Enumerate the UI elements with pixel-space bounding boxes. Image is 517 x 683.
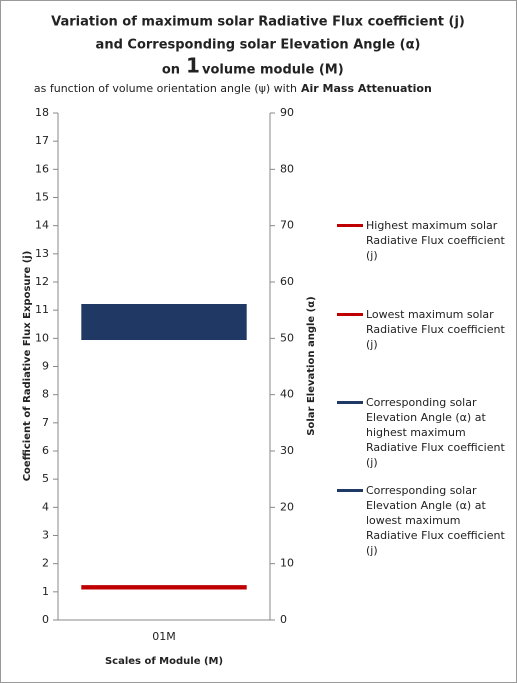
range-bar [81, 304, 247, 340]
chart-title: and Corresponding solar Elevation Angle … [96, 38, 421, 53]
chart-title: on [162, 63, 180, 78]
legend-label: Corresponding solar Elevation Angle (α) … [366, 484, 505, 557]
chart-subtitle: as function of volume orientation angle … [34, 82, 297, 95]
legend-swatch [337, 224, 363, 227]
y-tick-label: 5 [42, 472, 49, 485]
x-axis-label: Scales of Module (M) [105, 656, 223, 667]
y-tick-label: 3 [42, 529, 49, 542]
y2-tick-label: 50 [280, 331, 294, 344]
y-tick-label: 9 [42, 360, 49, 373]
y-tick-label: 10 [35, 331, 49, 344]
y-tick-label: 4 [42, 500, 49, 513]
y-tick-label: 11 [35, 303, 49, 316]
y-tick-label: 0 [42, 613, 49, 626]
legend-item: Highest maximum solar Radiative Flux coe… [337, 218, 507, 263]
chart-title: 1 [186, 54, 200, 78]
y-tick-label: 14 [35, 219, 49, 232]
y-tick-label: 18 [35, 106, 49, 119]
y-axis-label: Coefficient of Radiative Flux Exposure (… [22, 251, 33, 482]
legend-item: Corresponding solar Elevation Angle (α) … [337, 395, 507, 470]
chart-title: volume module (M) [202, 63, 344, 78]
y2-tick-label: 60 [280, 275, 294, 288]
y2-tick-label: 70 [280, 219, 294, 232]
legend-label: Corresponding solar Elevation Angle (α) … [366, 396, 505, 469]
x-tick-label: 01M [152, 630, 176, 643]
y2-tick-label: 20 [280, 500, 294, 513]
y-tick-label: 6 [42, 444, 49, 457]
y-tick-label: 12 [35, 275, 49, 288]
y-tick-label: 15 [35, 191, 49, 204]
y-tick-label: 2 [42, 557, 49, 570]
y2-tick-label: 90 [280, 106, 294, 119]
y-tick-label: 7 [42, 416, 49, 429]
legend-label: Lowest maximum solar Radiative Flux coef… [366, 308, 505, 351]
chart-subtitle: Air Mass Attenuation [301, 82, 432, 95]
legend-item: Corresponding solar Elevation Angle (α) … [337, 483, 507, 558]
y2-axis-label: Solar Elevation angle (α) [306, 296, 317, 435]
y-tick-label: 1 [42, 585, 49, 598]
legend-swatch [337, 313, 363, 316]
legend-item: Lowest maximum solar Radiative Flux coef… [337, 307, 507, 352]
y2-tick-label: 40 [280, 388, 294, 401]
y2-tick-label: 30 [280, 444, 294, 457]
y2-tick-label: 10 [280, 557, 294, 570]
y2-tick-label: 80 [280, 162, 294, 175]
chart-title: Variation of maximum solar Radiative Flu… [51, 15, 465, 30]
legend-label: Highest maximum solar Radiative Flux coe… [366, 219, 505, 262]
y2-tick-label: 0 [280, 613, 287, 626]
legend-swatch [337, 489, 363, 492]
y-tick-label: 8 [42, 388, 49, 401]
y-tick-label: 16 [35, 162, 49, 175]
legend-swatch [337, 401, 363, 404]
y-tick-label: 17 [35, 134, 49, 147]
range-bar [81, 585, 247, 590]
y-tick-label: 13 [35, 247, 49, 260]
